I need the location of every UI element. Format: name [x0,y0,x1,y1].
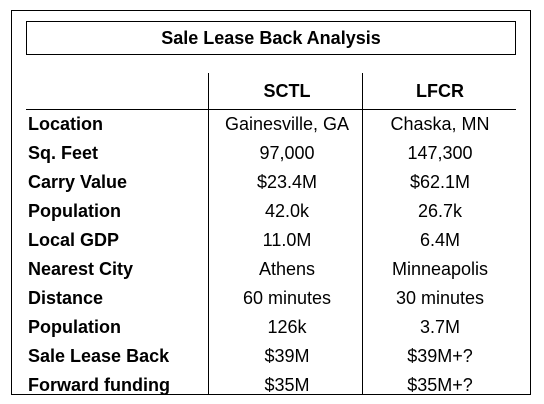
column-header-lfcr: LFCR [416,80,464,101]
table-row: Location Gainesville, GA Chaska, MN [26,110,516,139]
row-label: Nearest City [28,259,134,279]
row-label: Population [28,317,121,337]
cell-lfcr: $35M+? [407,375,473,395]
table-header-row: SCTL LFCR [26,73,516,110]
cell-sctl: $39M [264,346,310,366]
cell-sctl: 97,000 [259,143,315,163]
cell-lfcr: 6.4M [419,230,461,250]
table-row: Local GDP 11.0M 6.4M [26,226,516,255]
column-divider [362,73,363,395]
cell-lfcr: $39M+? [407,346,473,366]
cell-sctl: 11.0M [262,230,312,250]
table-row: Sale Lease Back $39M $39M+? [26,342,516,371]
column-divider [208,73,209,395]
cell-sctl: 42.0k [264,201,310,221]
row-label: Sq. Feet [28,143,99,163]
cell-lfcr: $62.1M [409,172,471,192]
table-row: Distance 60 minutes 30 minutes [26,284,516,313]
cell-lfcr: Chaska, MN [390,114,490,134]
cell-sctl: 60 minutes [242,288,332,308]
cell-lfcr: 26.7k [417,201,463,221]
table-frame: Sale Lease Back Analysis SCTL LFCR Locat… [11,10,531,395]
column-header-sctl: SCTL [263,80,311,101]
table-row: Population 42.0k 26.7k [26,197,516,226]
row-label: Distance [28,288,104,308]
cell-lfcr: 3.7M [419,317,461,337]
row-label: Sale Lease Back [28,346,170,366]
table-row: Forward funding $35M $35M+? [26,371,516,400]
row-label: Local GDP [28,230,120,250]
cell-sctl: $23.4M [256,172,318,192]
cell-sctl: $35M [264,375,310,395]
row-label: Carry Value [28,172,128,192]
row-label: Forward funding [28,375,170,395]
table-row: Population 126k 3.7M [26,313,516,342]
table-row: Nearest City Athens Minneapolis [26,255,516,284]
cell-lfcr: 147,300 [407,143,473,163]
cell-sctl: 126k [267,317,307,337]
cell-sctl: Athens [258,259,316,279]
row-label: Population [28,201,121,221]
comparison-table: SCTL LFCR Location Gainesville, GA Chask… [26,73,516,400]
table-row: Carry Value $23.4M $62.1M [26,168,516,197]
cell-lfcr: Minneapolis [391,259,489,279]
table-title: Sale Lease Back Analysis [26,21,516,55]
cell-sctl: Gainesville, GA [224,114,350,134]
table-row: Sq. Feet 97,000 147,300 [26,139,516,168]
cell-lfcr: 30 minutes [395,288,485,308]
row-label: Location [28,114,103,134]
